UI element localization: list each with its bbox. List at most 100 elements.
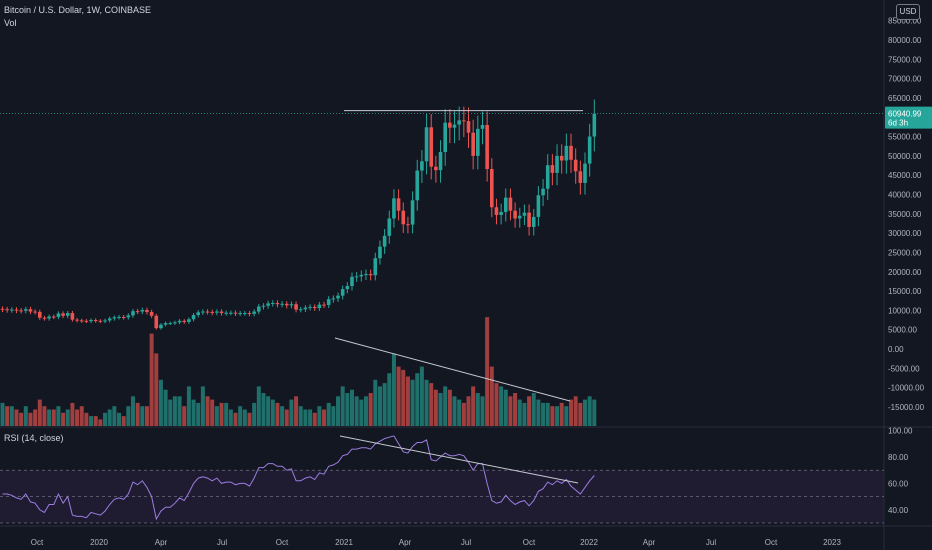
candle-body[interactable] [578,171,583,183]
candle-body[interactable] [573,159,578,172]
candle-body[interactable] [56,313,61,317]
candle-body[interactable] [415,170,420,201]
candle-body[interactable] [531,216,536,227]
rsi-trendline[interactable] [339,435,579,484]
candle-body[interactable] [173,322,177,324]
candle-body[interactable] [517,215,522,219]
candle-body[interactable] [494,207,499,215]
candle-body[interactable] [191,315,196,320]
candle-body[interactable] [205,311,210,313]
candle-body[interactable] [522,212,527,216]
candle-body[interactable] [0,308,5,310]
candle-body[interactable] [19,310,23,312]
candle-body[interactable] [196,312,201,316]
candle-body[interactable] [182,320,187,322]
candle-body[interactable] [392,198,396,219]
candle-body[interactable] [545,165,550,189]
candle-body[interactable] [103,320,107,322]
candle-body[interactable] [47,316,51,319]
candle-body[interactable] [280,303,284,305]
candle-body[interactable] [312,306,317,309]
candle-body[interactable] [61,313,65,316]
volume-trendline[interactable] [334,337,571,402]
candle-body[interactable] [373,258,378,276]
candle-body[interactable] [51,316,56,318]
candle-body[interactable] [466,121,471,133]
trendlines[interactable] [0,110,884,484]
candle-body[interactable] [135,311,140,313]
candle-body[interactable] [462,120,466,122]
candle-body[interactable] [187,319,191,322]
candle-body[interactable] [434,166,438,171]
candle-body[interactable] [471,132,475,156]
candle-body[interactable] [303,307,308,310]
candle-body[interactable] [154,315,159,329]
candle-body[interactable] [550,165,555,173]
candle-body[interactable] [93,320,98,322]
candle-body[interactable] [490,169,494,208]
candle-body[interactable] [350,276,354,287]
candle-body[interactable] [112,317,117,319]
candle-body[interactable] [503,197,508,212]
candle-body[interactable] [410,200,415,225]
candle-body[interactable] [387,218,392,236]
candle-body[interactable] [149,311,154,316]
candle-body[interactable] [121,316,126,318]
rsi-label[interactable]: RSI (14, close) [4,433,64,443]
candle-body[interactable] [140,309,145,312]
candle-body[interactable] [555,155,559,173]
candle-body[interactable] [583,163,587,183]
candle-body[interactable] [219,311,224,314]
candle-body[interactable] [37,311,42,318]
candle-body[interactable] [559,155,564,161]
candle-body[interactable] [284,303,289,306]
candle-body[interactable] [569,145,573,160]
candle-body[interactable] [368,274,373,276]
candle-body[interactable] [177,320,182,323]
candle-body[interactable] [527,212,531,227]
candle-body[interactable] [513,210,517,219]
candle-body[interactable] [28,309,33,312]
candle-body[interactable] [406,224,410,226]
candle-body[interactable] [275,303,280,305]
last-price-tag[interactable] [885,106,932,129]
candle-body[interactable] [70,313,75,320]
candle-body[interactable] [340,289,345,296]
candle-body[interactable] [331,298,336,300]
candle-body[interactable] [420,161,424,171]
candle-body[interactable] [424,127,429,162]
candle-body[interactable] [485,124,489,170]
candle-body[interactable] [401,210,406,225]
candle-body[interactable] [541,188,545,196]
candle-body[interactable] [429,127,434,167]
candle-body[interactable] [354,276,359,278]
candle-body[interactable] [317,304,322,309]
candle-body[interactable] [75,319,79,321]
candle-body[interactable] [587,136,592,164]
candle-body[interactable] [298,309,303,311]
candle-body[interactable] [289,304,294,306]
candle-body[interactable] [5,309,9,311]
candle-body[interactable] [79,320,84,322]
candle-body[interactable] [107,318,112,321]
candle-body[interactable] [98,320,103,322]
candle-body[interactable] [257,306,261,312]
candle-body[interactable] [261,305,266,307]
candle-body[interactable] [89,320,93,322]
candle-body[interactable] [443,122,447,153]
candle-body[interactable] [243,313,247,315]
candle-body[interactable] [382,235,387,247]
candle-body[interactable] [448,122,452,128]
candle-body[interactable] [210,311,214,313]
candle-body[interactable] [145,309,149,312]
candle-body[interactable] [126,315,131,318]
candle-body[interactable] [24,309,28,311]
candle-body[interactable] [508,197,513,211]
candle-body[interactable] [252,311,256,314]
candle-body[interactable] [592,113,597,137]
candle-body[interactable] [33,311,37,313]
candle-body[interactable] [378,246,382,259]
candle-body[interactable] [201,311,205,313]
currency-button[interactable]: USD [896,4,920,20]
